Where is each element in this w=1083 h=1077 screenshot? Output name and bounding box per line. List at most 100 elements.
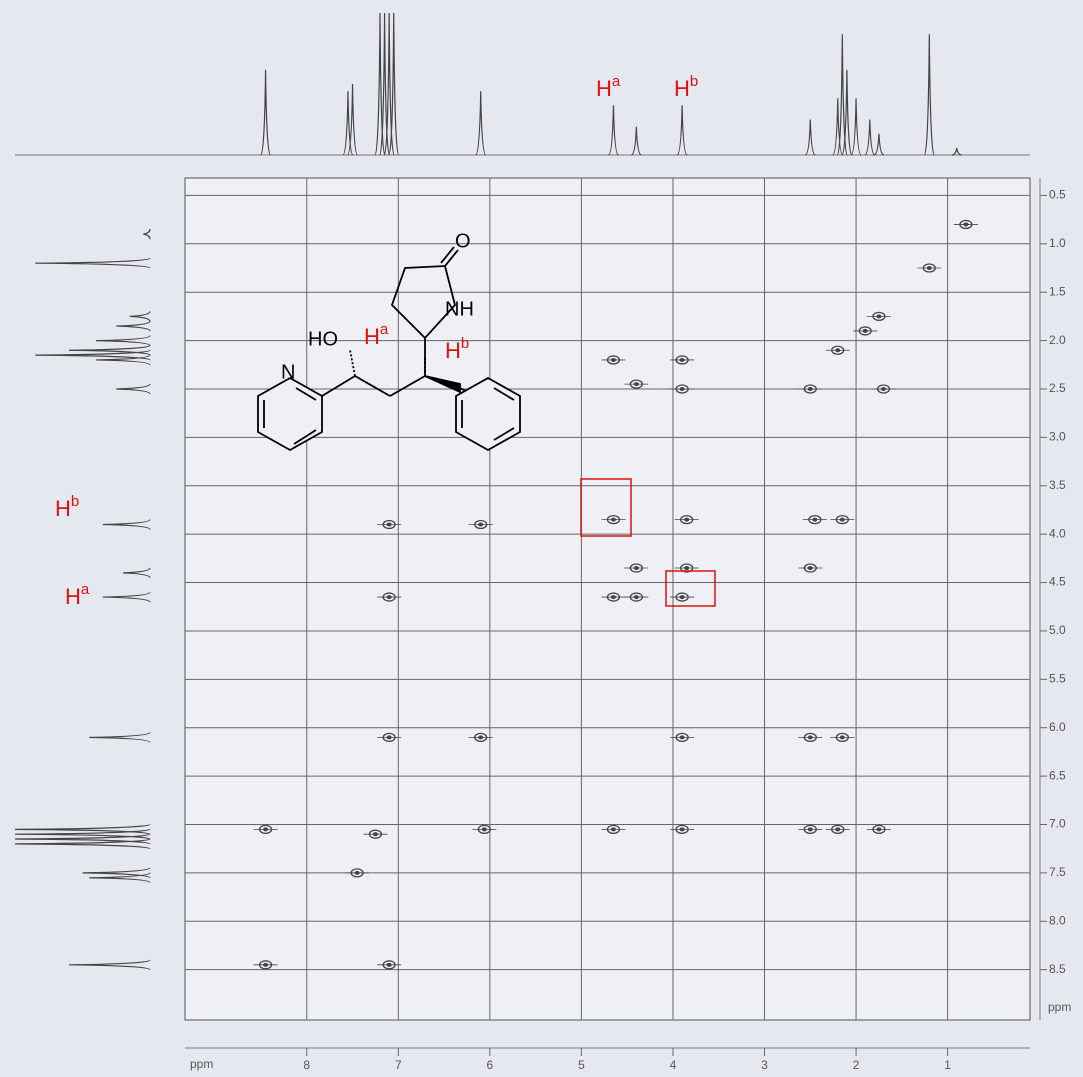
annotation: Ha	[596, 73, 621, 101]
projection-peak	[475, 91, 487, 156]
projection-peak	[14, 823, 151, 835]
projection-peak	[102, 518, 151, 531]
x-tick-label: 6	[487, 1058, 494, 1072]
cross-peak	[670, 592, 695, 602]
projection-peak	[116, 383, 151, 395]
y-tick-label: 7.5	[1049, 865, 1066, 879]
projection-peak	[378, 12, 391, 156]
cross-peak	[670, 355, 695, 365]
projection-peak	[923, 34, 935, 156]
annotation-text: H	[55, 496, 71, 521]
cross-peak	[601, 355, 626, 365]
projection-peak	[374, 12, 386, 156]
projection-peak	[259, 69, 272, 156]
projection-peak	[832, 98, 844, 156]
label-text: H	[445, 338, 461, 363]
projection-peak	[116, 320, 151, 332]
projection-peak	[607, 105, 620, 156]
structure-label: O	[455, 230, 471, 252]
projection-peak	[631, 126, 642, 156]
annotation-sup: a	[81, 581, 90, 598]
cross-peak	[853, 326, 878, 336]
cross-peak	[468, 519, 493, 530]
y-tick-label: 6.0	[1049, 720, 1066, 734]
cross-peak	[871, 384, 896, 394]
cross-peak	[624, 563, 649, 573]
cross-peak	[601, 514, 626, 525]
cross-peak	[253, 824, 278, 834]
x-axis-label: ppm	[190, 1057, 213, 1071]
annotation: Hb	[674, 73, 698, 101]
x-tick-label: 1	[944, 1058, 951, 1072]
annotation-sup: b	[690, 73, 698, 90]
cross-peak	[377, 519, 402, 530]
y-tick-label: 3.5	[1049, 478, 1066, 492]
cross-peak	[798, 824, 823, 834]
projection-peak	[804, 119, 816, 156]
projection-peak	[342, 91, 354, 156]
projection-peak	[68, 959, 151, 971]
projection-peak	[89, 872, 151, 884]
projection-peak	[122, 567, 151, 579]
projection-peak	[14, 838, 151, 850]
projection-peak	[102, 591, 151, 603]
structure-label: HO	[308, 328, 338, 350]
y-tick-label: 7.0	[1049, 817, 1066, 831]
cross-peak	[468, 732, 493, 743]
x-tick-label: 3	[761, 1058, 768, 1072]
projection-peak	[35, 257, 151, 269]
cross-peak	[670, 384, 695, 394]
y-tick-label: 5.5	[1049, 672, 1066, 686]
cross-peak	[917, 263, 942, 273]
cross-peak	[670, 732, 695, 743]
projection-peak	[143, 229, 151, 240]
projection-peak	[95, 354, 151, 366]
projection-peak	[95, 335, 151, 347]
y-tick-label: 4.5	[1049, 575, 1066, 589]
highlight-box	[665, 570, 716, 607]
projection-peak	[35, 349, 151, 361]
projection-peak	[82, 867, 151, 879]
y-tick-label: 6.5	[1049, 768, 1066, 782]
structure-label: N	[281, 361, 295, 383]
annotation-text: H	[596, 76, 612, 101]
cross-peak	[363, 829, 388, 839]
projection-peak	[850, 98, 862, 156]
cross-peak	[472, 824, 497, 834]
cross-peak	[670, 824, 695, 834]
structure-label: Ha	[364, 321, 389, 349]
cross-peak	[253, 960, 278, 970]
cross-peak	[830, 514, 855, 525]
projection-peak	[129, 311, 151, 322]
x-tick-label: 5	[578, 1058, 585, 1072]
projection-peak	[68, 344, 151, 356]
x-tick-label: 8	[303, 1058, 310, 1072]
y-tick-label: 8.0	[1049, 913, 1066, 927]
cross-peak	[866, 824, 891, 834]
cross-peak	[825, 824, 850, 834]
cross-peak	[953, 219, 978, 230]
cross-peak	[624, 592, 649, 602]
y-tick-label: 4.0	[1049, 526, 1066, 540]
plot: ppm ppm 8 7 6 5 4 3 2 1 0.5 1.0 1.5 2.0 2.5 3.0 3.5 4.0 4.…	[14, 12, 1071, 1072]
cross-peak	[825, 345, 850, 355]
cross-peak	[866, 311, 891, 322]
label-sup: a	[380, 321, 389, 338]
annotation: Ha	[65, 581, 90, 609]
structure	[257, 246, 521, 452]
y-tick-label: 2.5	[1049, 381, 1066, 395]
x-tick-label: 7	[395, 1058, 402, 1072]
projection-peak	[383, 12, 395, 156]
projection-peak	[873, 133, 885, 156]
projection-peak	[14, 833, 151, 845]
annotation-text: H	[65, 584, 81, 609]
cross-peak	[624, 379, 649, 389]
projection-peak	[89, 731, 151, 743]
highlight-box	[580, 478, 632, 537]
cross-peak	[674, 514, 699, 525]
y-tick-label: 1.5	[1049, 284, 1066, 298]
cross-peak	[798, 384, 823, 394]
annotation-text: H	[674, 76, 690, 101]
